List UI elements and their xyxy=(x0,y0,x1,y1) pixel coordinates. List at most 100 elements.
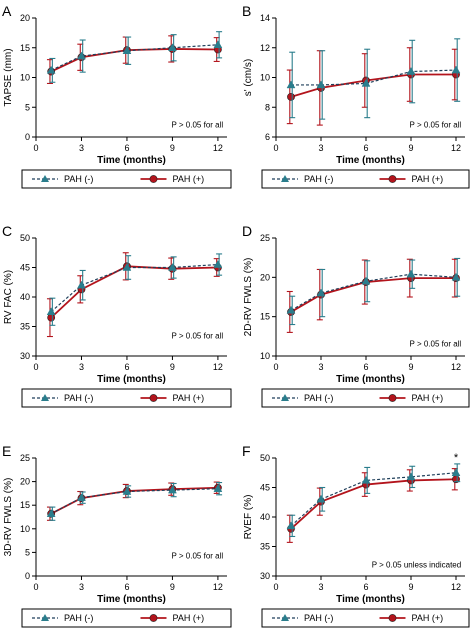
x-tick-label: 6 xyxy=(363,582,368,592)
x-tick-label: 6 xyxy=(124,362,129,372)
x-tick-label: 3 xyxy=(318,582,323,592)
data-point-triangle xyxy=(406,269,416,278)
y-tick-label: 10 xyxy=(20,73,30,83)
legend-swatch-circle xyxy=(149,175,158,183)
data-point-triangle xyxy=(46,307,56,315)
series-line xyxy=(290,472,457,527)
y-tick-label: 30 xyxy=(20,351,30,361)
legend-label: PAH (+) xyxy=(173,613,205,623)
legend-swatch-circle xyxy=(388,394,397,402)
data-point-triangle xyxy=(213,260,223,268)
legend-swatch-triangle xyxy=(41,175,49,182)
legend-box xyxy=(261,608,470,628)
legend: PAH (-) PAH (+) xyxy=(261,388,470,408)
x-tick-label: 0 xyxy=(273,362,278,372)
legend-label: PAH (-) xyxy=(64,174,93,184)
legend-box xyxy=(261,388,470,408)
data-point-triangle xyxy=(77,51,86,60)
data-point-triangle xyxy=(167,485,177,494)
data-point-triangle xyxy=(77,280,86,289)
legend-box xyxy=(21,608,232,628)
legend-swatch-circle xyxy=(388,614,397,622)
series-line xyxy=(50,44,218,71)
legend-swatch-triangle xyxy=(281,614,289,621)
y-tick-label: 15 xyxy=(20,500,30,510)
y-tick-label: 15 xyxy=(20,43,30,53)
data-point-triangle xyxy=(361,475,371,484)
y-tick-label: 35 xyxy=(260,542,270,552)
y-tick-label: 5 xyxy=(25,547,30,557)
x-tick-label: 0 xyxy=(273,143,278,153)
y-tick-label: 30 xyxy=(260,571,270,581)
y-tick-label: 50 xyxy=(260,453,270,463)
series-pah-negative xyxy=(286,463,461,538)
legend-label: PAH (-) xyxy=(64,393,93,403)
x-tick-label: 3 xyxy=(79,362,84,372)
y-axis-label: TAPSE (mm) xyxy=(3,48,14,106)
y-tick-label: 0 xyxy=(25,571,30,581)
y-tick-label: 12 xyxy=(260,43,270,53)
series-pah-positive xyxy=(46,35,222,84)
legend-label: PAH (+) xyxy=(412,393,444,403)
panel-b: B 6 8 10 12 14 0 3 6 9 12 s' (cm/s) Time (months) P >… xyxy=(242,3,470,189)
data-point-triangle xyxy=(122,487,132,495)
x-axis-label: Time (months) xyxy=(97,374,166,385)
x-axis-label: Time (months) xyxy=(336,155,405,166)
panel-f: F 30 35 40 45 50 0 3 6 9 12 RVEF (%) Time (months) P … xyxy=(242,443,470,628)
legend-label: PAH (+) xyxy=(173,393,205,403)
x-tick-label: 9 xyxy=(170,582,175,592)
series-pah-negative xyxy=(46,31,223,83)
p-value-note: P > 0.05 for all xyxy=(410,120,462,129)
y-tick-label: 5 xyxy=(25,102,30,112)
data-point-triangle xyxy=(213,484,223,492)
x-tick-label: 0 xyxy=(273,582,278,592)
x-tick-label: 0 xyxy=(33,362,38,372)
data-point-triangle xyxy=(316,80,326,89)
y-tick-label: 10 xyxy=(260,73,270,83)
p-value-note: P > 0.05 for all xyxy=(172,551,224,560)
y-tick-label: 15 xyxy=(260,312,270,322)
panel-letter: C xyxy=(2,223,12,239)
series-line xyxy=(290,273,457,311)
y-tick-label: 40 xyxy=(260,512,270,522)
y-tick-label: 50 xyxy=(20,233,30,243)
legend-label: PAH (+) xyxy=(412,613,444,623)
data-point-triangle xyxy=(46,509,56,517)
x-tick-label: 12 xyxy=(451,582,461,592)
y-tick-label: 45 xyxy=(20,263,30,273)
legend-box xyxy=(21,388,232,408)
data-point-triangle xyxy=(77,493,86,501)
x-tick-label: 6 xyxy=(124,582,129,592)
x-tick-label: 12 xyxy=(451,362,461,372)
y-tick-label: 25 xyxy=(20,453,30,463)
p-value-note: P > 0.05 unless indicated xyxy=(372,561,461,570)
y-axis-label: s' (cm/s) xyxy=(243,59,254,96)
data-point-triangle xyxy=(451,272,461,281)
legend-swatch-triangle xyxy=(281,394,289,401)
y-tick-label: 20 xyxy=(20,13,30,23)
legend-label: PAH (-) xyxy=(304,613,333,623)
x-tick-label: 9 xyxy=(170,362,175,372)
y-tick-label: 8 xyxy=(265,102,270,112)
panel-letter: E xyxy=(2,443,11,459)
p-value-note: P > 0.05 for all xyxy=(172,120,224,129)
legend-label: PAH (+) xyxy=(173,174,205,184)
data-point-triangle xyxy=(316,288,326,297)
series-pah-negative xyxy=(46,253,223,326)
panel-letter: D xyxy=(242,223,252,239)
data-point-circle xyxy=(287,92,295,101)
series-line xyxy=(50,265,218,319)
x-tick-label: 9 xyxy=(408,362,413,372)
p-value-note: P > 0.05 for all xyxy=(410,340,462,349)
series-pah-negative xyxy=(286,257,461,326)
legend-swatch-triangle xyxy=(281,175,289,182)
series-line xyxy=(291,69,457,86)
y-tick-label: 25 xyxy=(260,233,270,243)
x-tick-label: 12 xyxy=(213,362,223,372)
x-tick-label: 6 xyxy=(363,362,368,372)
data-point-triangle xyxy=(286,80,296,89)
legend: PAH (-) PAH (+) xyxy=(21,608,232,628)
legend-swatch-circle xyxy=(149,394,158,402)
data-point-triangle xyxy=(451,468,461,476)
